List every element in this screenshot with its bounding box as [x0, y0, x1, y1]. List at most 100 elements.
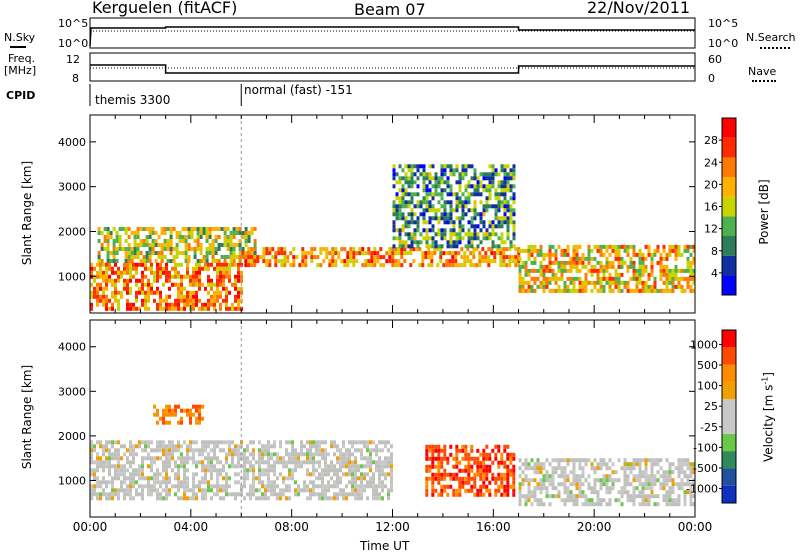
echo-cell [626, 466, 630, 471]
echo-cell [318, 452, 321, 457]
echo-cell [533, 280, 537, 285]
echo-cell [548, 474, 552, 479]
echo-cell [129, 278, 132, 283]
echo-cell [536, 466, 540, 471]
echo-cell [464, 444, 468, 449]
echo-cell [602, 498, 606, 503]
echo-cell [223, 259, 227, 263]
echo-cell [208, 231, 212, 235]
echo-cell [653, 248, 657, 253]
echo-cell [252, 484, 255, 489]
echo-cell [123, 452, 126, 457]
echo-cell [243, 472, 246, 477]
echo-cell [351, 452, 354, 457]
echo-cell [165, 298, 168, 303]
echo-cell [210, 302, 213, 307]
echo-cell [93, 472, 96, 477]
echo-cell [168, 480, 171, 485]
echo-cell [488, 456, 492, 461]
echo-cell [536, 268, 540, 273]
echo-cell [232, 259, 236, 263]
echo-cell [129, 290, 132, 295]
echo-cell [210, 496, 213, 501]
echo-cell [153, 270, 156, 275]
echo-cell [689, 288, 693, 293]
echo-cell [213, 266, 216, 271]
echo-cell [539, 252, 543, 257]
echo-cell [324, 448, 327, 453]
echo-cell [581, 252, 585, 257]
echo-cell [240, 290, 243, 295]
echo-cell [261, 456, 264, 461]
echo-cell [506, 488, 510, 493]
echo-cell [536, 498, 540, 503]
echo-cell [521, 280, 525, 285]
echo-cell [644, 256, 648, 261]
echo-cell [482, 184, 486, 189]
echo-cell [247, 235, 251, 239]
echo-cell [578, 284, 582, 289]
echo-cell [503, 460, 507, 465]
echo-cell [246, 476, 249, 481]
echo-cell [304, 255, 308, 260]
echo-cell [183, 492, 186, 497]
echo-cell [551, 260, 555, 265]
echo-cell [136, 247, 140, 251]
echo-cell [216, 274, 219, 279]
echo-cell [464, 232, 468, 237]
echo-cell [458, 476, 462, 481]
echo-cell [569, 490, 573, 495]
echo-cell [135, 278, 138, 283]
echo-cell [563, 478, 567, 483]
echo-cell [587, 256, 591, 261]
echo-cell [210, 286, 213, 291]
echo-cell [551, 470, 555, 475]
echo-cell [437, 180, 441, 185]
echo-cell [458, 224, 462, 229]
echo-cell [160, 259, 164, 263]
echo-cell [153, 488, 156, 493]
echo-cell [213, 302, 216, 307]
echo-cell [198, 266, 201, 271]
echo-cell [674, 264, 678, 269]
echo-cell [159, 290, 162, 295]
echo-cell [147, 286, 150, 291]
echo-cell [584, 256, 588, 261]
echo-cell [470, 444, 474, 449]
echo-cell [461, 484, 465, 489]
echo-cell [123, 488, 126, 493]
echo-cell [183, 472, 186, 477]
echo-cell [644, 284, 648, 289]
echo-cell [132, 460, 135, 465]
echo-cell [223, 255, 227, 259]
echo-cell [476, 232, 480, 237]
echo-cell [659, 252, 663, 257]
echo-cell [228, 492, 231, 497]
echo-cell [689, 260, 693, 265]
echo-cell [118, 247, 122, 251]
echo-cell [437, 244, 441, 249]
echo-cell [108, 468, 111, 473]
echo-cell [626, 498, 630, 503]
echo-cell [443, 228, 447, 233]
echo-cell [590, 264, 594, 269]
echo-cell [291, 472, 294, 477]
echo-cell [285, 448, 288, 453]
echo-cell [452, 224, 456, 229]
echo-cell [103, 247, 107, 251]
echo-cell [193, 251, 197, 255]
echo-cell [421, 251, 425, 256]
echo-cell [300, 464, 303, 469]
echo-cell [180, 286, 183, 291]
echo-cell [503, 444, 507, 449]
echo-cell [611, 462, 615, 467]
echo-cell [446, 164, 450, 169]
echo-cell [457, 263, 461, 268]
echo-cell [105, 496, 108, 501]
echo-cell [354, 464, 357, 469]
echo-cell [144, 262, 147, 267]
echo-cell [342, 496, 345, 501]
echo-cell [168, 460, 171, 465]
echo-cell [228, 452, 231, 457]
echo-cell [177, 294, 180, 299]
